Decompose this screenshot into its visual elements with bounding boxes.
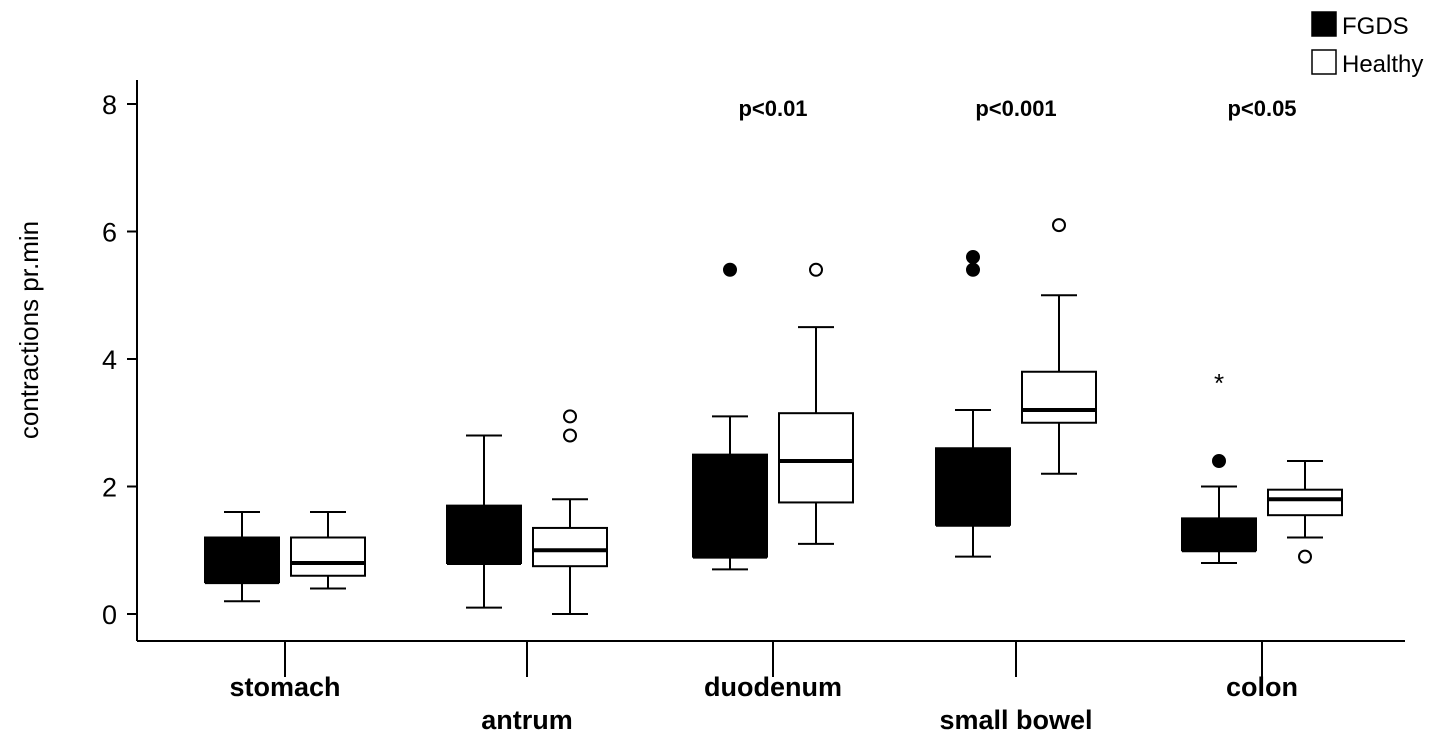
p-value-label: p<0.001 [975,96,1056,121]
outlier-point [966,250,980,264]
box-iqr [1181,517,1257,552]
box-fgds-antrum [446,434,522,609]
p-value-label: p<0.01 [738,96,807,121]
x-category-label: small bowel [939,705,1092,732]
box-fgds-colon: * [1181,368,1257,564]
outlier-point [563,428,577,443]
x-category-label: antrum [481,705,573,732]
box-iqr [1267,488,1343,517]
box-iqr [778,412,854,504]
p-value-annotations: p<0.01 p<0.001 p<0.05 [738,96,1296,121]
outlier-point [966,262,980,277]
axes: 0 2 4 6 8 stomach antrum duodenum small bowel col… [102,80,1405,732]
box-fgds-stomach [204,511,280,603]
extreme-marker: * [1214,368,1224,398]
outlier-point [1052,218,1066,233]
legend-label: FGDS [1342,13,1409,40]
legend-label: Healthy [1342,51,1423,78]
y-tick-label: 4 [102,345,117,375]
box-healthy-duodenum [778,262,854,545]
legend-swatch [1311,11,1337,37]
x-category-label: colon [1226,672,1298,702]
boxes: * [204,218,1343,615]
box-iqr [692,453,768,558]
box-healthy-stomach [290,511,366,590]
box-iqr [446,504,522,564]
box-fgds-small-bowel [935,250,1011,558]
y-tick-label: 2 [102,473,117,503]
outlier-point [563,409,577,424]
x-category-label: stomach [229,672,340,702]
y-tick-label: 8 [102,90,117,120]
y-tick-label: 0 [102,600,117,630]
box-iqr [204,536,280,584]
x-category-label: duodenum [704,672,842,702]
y-axis-label: contractions pr.min [14,221,44,439]
box-healthy-colon [1267,460,1343,564]
box-iqr [532,526,608,568]
box-iqr [290,536,366,577]
legend-swatch [1311,49,1337,75]
box-healthy-antrum [532,409,608,615]
p-value-label: p<0.05 [1227,96,1296,121]
box-fgds-duodenum [692,262,768,571]
legend: FGDS Healthy [1311,11,1423,78]
outlier-point [809,262,823,277]
outlier-point [1298,549,1312,564]
outlier-point [723,262,737,277]
outlier-point [1212,454,1226,468]
box-iqr [935,447,1011,526]
box-healthy-small-bowel [1021,218,1097,475]
box-iqr [1021,370,1097,424]
y-tick-label: 6 [102,218,117,248]
